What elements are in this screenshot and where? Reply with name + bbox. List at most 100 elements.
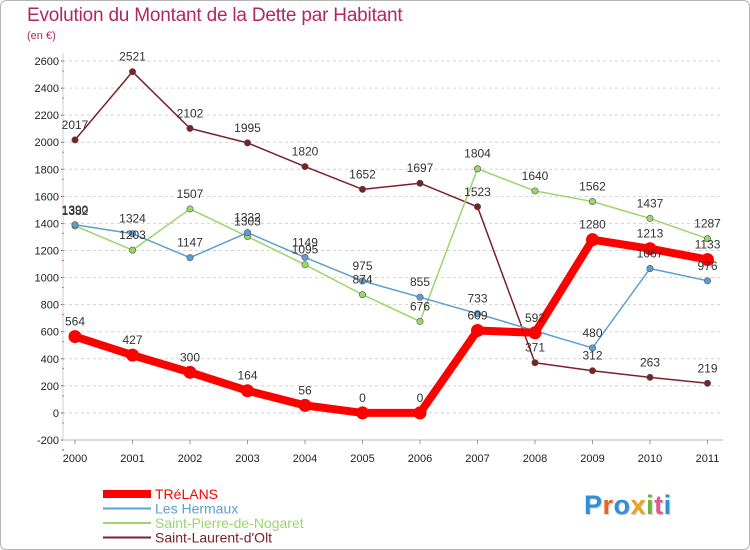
y-tick-label: 1000 [35, 273, 59, 285]
y-tick-label: 1200 [35, 246, 59, 258]
y-tick-label: 2400 [35, 83, 59, 95]
data-point-les-hermaux [71, 221, 79, 229]
y-tick-label: 2200 [35, 110, 59, 122]
data-label-saint-laurent-d-olt: 371 [525, 341, 545, 355]
data-label-saint-pierre-de-nogaret: 1095 [292, 243, 319, 257]
data-label-les-hermaux: 1390 [62, 203, 89, 217]
data-point-saint-laurent-d-olt [71, 136, 79, 144]
data-label-saint-pierre-de-nogaret: 1203 [119, 228, 146, 242]
data-point-tr-lans [68, 330, 82, 344]
series-line-tr-lans [71, 235, 712, 417]
data-label-les-hermaux: 975 [352, 259, 372, 273]
logo-letter: t [654, 490, 664, 520]
data-point-tr-lans [586, 233, 599, 247]
y-tick-label: 2600 [35, 56, 59, 68]
data-label-les-hermaux: 1147 [177, 236, 203, 250]
data-label-tr-lans: 592 [525, 311, 545, 325]
legend-label: Saint-Pierre-de-Nogaret [155, 515, 304, 531]
data-label-les-hermaux: 1332 [234, 211, 261, 225]
y-tick-label: 1400 [35, 218, 59, 230]
data-point-les-hermaux [416, 293, 424, 301]
data-point-tr-lans [413, 406, 427, 420]
data-label-saint-laurent-d-olt: 219 [697, 361, 717, 375]
logo-letter: r [602, 490, 614, 520]
x-tick-label: 2011 [696, 453, 720, 465]
data-point-saint-laurent-d-olt [129, 68, 137, 76]
y-tick-label: 400 [41, 354, 59, 366]
data-point-saint-laurent-d-olt [646, 373, 654, 381]
data-point-tr-lans [126, 348, 139, 362]
data-point-tr-lans [471, 323, 484, 337]
data-point-saint-pierre-de-nogaret [588, 198, 596, 206]
data-label-saint-pierre-de-nogaret: 1437 [637, 196, 664, 210]
data-label-saint-pierre-de-nogaret: 676 [410, 299, 430, 313]
x-tick-label: 2007 [465, 453, 489, 465]
data-point-saint-pierre-de-nogaret [646, 214, 654, 222]
data-point-les-hermaux [358, 277, 366, 285]
data-point-saint-laurent-d-olt [186, 124, 194, 132]
data-label-les-hermaux: 1067 [637, 247, 664, 261]
data-point-saint-pierre-de-nogaret [301, 261, 309, 269]
data-point-tr-lans [241, 384, 254, 398]
data-point-les-hermaux [703, 277, 711, 285]
data-point-les-hermaux [186, 254, 194, 262]
x-tick-label: 2002 [178, 453, 202, 465]
data-label-tr-lans: 0 [359, 391, 366, 405]
legend-label: TRéLANS [155, 486, 218, 502]
data-point-tr-lans [298, 398, 312, 412]
data-label-saint-laurent-d-olt: 1652 [349, 167, 376, 181]
y-tick-label: 600 [41, 327, 59, 339]
y-tick-label: 1600 [35, 191, 59, 203]
x-tick-label: 2001 [120, 453, 144, 465]
data-label-saint-laurent-d-olt: 1523 [464, 185, 491, 199]
data-point-les-hermaux [646, 265, 654, 273]
data-label-saint-pierre-de-nogaret: 1382 [62, 204, 89, 218]
data-point-les-hermaux [301, 253, 309, 261]
data-point-les-hermaux [244, 229, 252, 237]
data-label-les-hermaux: 1149 [292, 235, 318, 249]
data-point-tr-lans [701, 253, 714, 267]
data-label-tr-lans: 1213 [637, 227, 664, 241]
data-label-tr-lans: 300 [180, 350, 200, 364]
data-label-saint-pierre-de-nogaret: 1507 [177, 187, 204, 201]
data-label-saint-laurent-d-olt: 1995 [234, 121, 261, 135]
data-label-saint-laurent-d-olt: 2017 [62, 118, 89, 132]
logo-letter: x [630, 490, 647, 520]
data-point-les-hermaux [129, 230, 137, 238]
data-label-saint-laurent-d-olt: 2102 [177, 106, 204, 120]
data-label-saint-laurent-d-olt: 1697 [407, 161, 434, 175]
proxiti-logo: Proxiti [584, 490, 672, 521]
data-point-saint-laurent-d-olt [301, 163, 309, 171]
data-point-saint-laurent-d-olt [531, 359, 539, 367]
data-label-tr-lans: 56 [298, 383, 312, 397]
logo-letter: i [663, 490, 672, 520]
data-point-tr-lans [183, 365, 197, 379]
data-label-saint-laurent-d-olt: 2521 [119, 50, 146, 64]
data-label-saint-pierre-de-nogaret: 1640 [522, 169, 549, 183]
data-label-les-hermaux: 976 [697, 259, 717, 273]
data-point-saint-pierre-de-nogaret [358, 291, 366, 299]
data-point-saint-laurent-d-olt [416, 179, 424, 187]
data-label-tr-lans: 164 [237, 369, 257, 383]
logo-letter: i [646, 490, 655, 520]
data-point-saint-pierre-de-nogaret [416, 317, 424, 325]
y-tick-label: 800 [41, 300, 59, 312]
data-point-saint-pierre-de-nogaret [473, 165, 481, 173]
data-label-tr-lans: 0 [417, 391, 424, 405]
data-point-saint-pierre-de-nogaret [186, 205, 194, 213]
data-point-saint-laurent-d-olt [703, 379, 711, 387]
logo-letter: o [613, 490, 631, 520]
unit-label: (en €) [27, 30, 56, 42]
data-point-saint-laurent-d-olt [358, 185, 366, 193]
y-tick-label: 1800 [35, 164, 59, 176]
legend-label: Saint-Laurent-d'Olt [155, 530, 272, 546]
x-tick-label: 2004 [293, 453, 317, 465]
logo-letter: P [584, 490, 603, 520]
series-line-saint-laurent-d-olt [74, 70, 709, 385]
data-label-tr-lans: 427 [122, 333, 142, 347]
data-point-saint-laurent-d-olt [244, 139, 252, 147]
x-tick-label: 2010 [638, 453, 662, 465]
data-point-saint-pierre-de-nogaret [703, 235, 711, 243]
data-point-les-hermaux [473, 310, 481, 318]
